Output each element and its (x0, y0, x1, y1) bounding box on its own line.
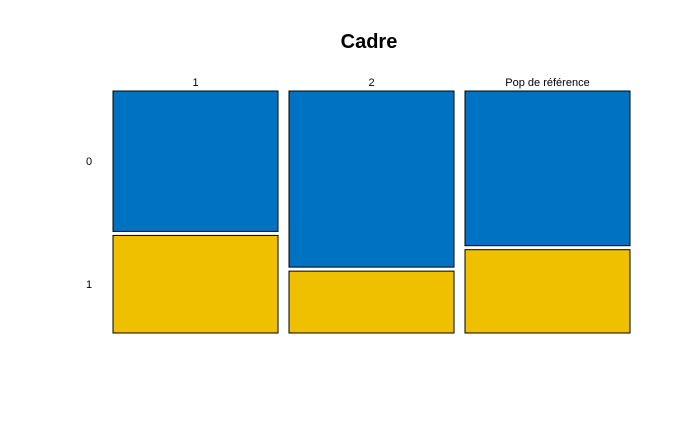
tile-1-col-3 (464, 249, 631, 334)
tile-0-col-3 (464, 90, 631, 247)
row-labels: 01 (86, 156, 92, 291)
column-label: 2 (368, 77, 374, 89)
chart-title: Cadre (341, 31, 398, 53)
tile-1-col-2 (288, 270, 455, 334)
tile-1-col-1 (112, 234, 279, 334)
tile-0-col-1 (112, 90, 279, 232)
column-labels: 1 2 Pop de référence (192, 77, 589, 89)
mosaic-tiles (112, 90, 631, 334)
tile-0-col-2 (288, 90, 455, 268)
column-label: 1 (192, 77, 198, 89)
row-label: 1 (86, 279, 92, 291)
row-label: 0 (86, 156, 92, 168)
column-label: Pop de référence (505, 77, 589, 89)
